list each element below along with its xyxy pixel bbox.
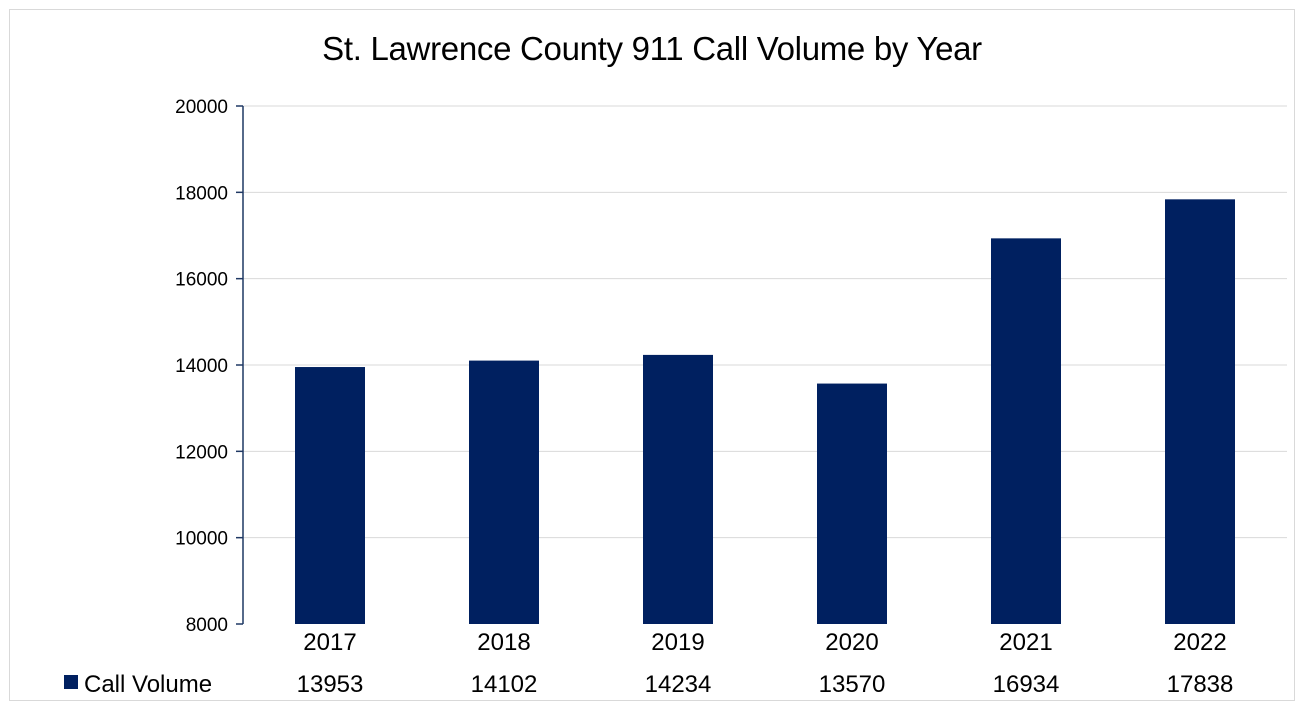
y-tick-label: 20000 [175,97,228,118]
x-category-label: 2018 [477,629,530,656]
bar [1165,199,1235,624]
chart-title: St. Lawrence County 911 Call Volume by Y… [322,30,982,67]
data-table-value: 13570 [819,671,886,698]
x-category-label: 2022 [1173,629,1226,656]
x-category-label: 2017 [303,629,356,656]
bar [817,383,887,624]
x-category-label: 2020 [825,629,878,656]
bar [643,354,713,624]
y-tick-label: 12000 [175,442,228,463]
y-axis [236,105,244,625]
x-category-label: 2021 [999,629,1052,656]
gridlines [243,105,1287,539]
bars [295,199,1235,624]
y-tick-label: 14000 [175,356,228,377]
y-tick-label: 16000 [175,270,228,291]
y-tick-label: 8000 [186,615,228,636]
x-category-label: 2019 [651,629,704,656]
y-tick-label: 10000 [175,529,228,550]
labels: 8000 10000 12000 14000 16000 18000 20000 2017 13… [64,97,1233,698]
y-tick-label: 18000 [175,183,228,204]
legend-swatch [64,675,78,689]
bar [295,367,365,624]
bar [469,360,539,624]
legend-label: Call Volume [84,671,212,698]
data-table-value: 14234 [645,671,712,698]
bar [991,238,1061,624]
data-table-value: 17838 [1167,671,1234,698]
data-table-value: 13953 [297,671,364,698]
data-table-value: 16934 [993,671,1060,698]
data-table-value: 14102 [471,671,538,698]
